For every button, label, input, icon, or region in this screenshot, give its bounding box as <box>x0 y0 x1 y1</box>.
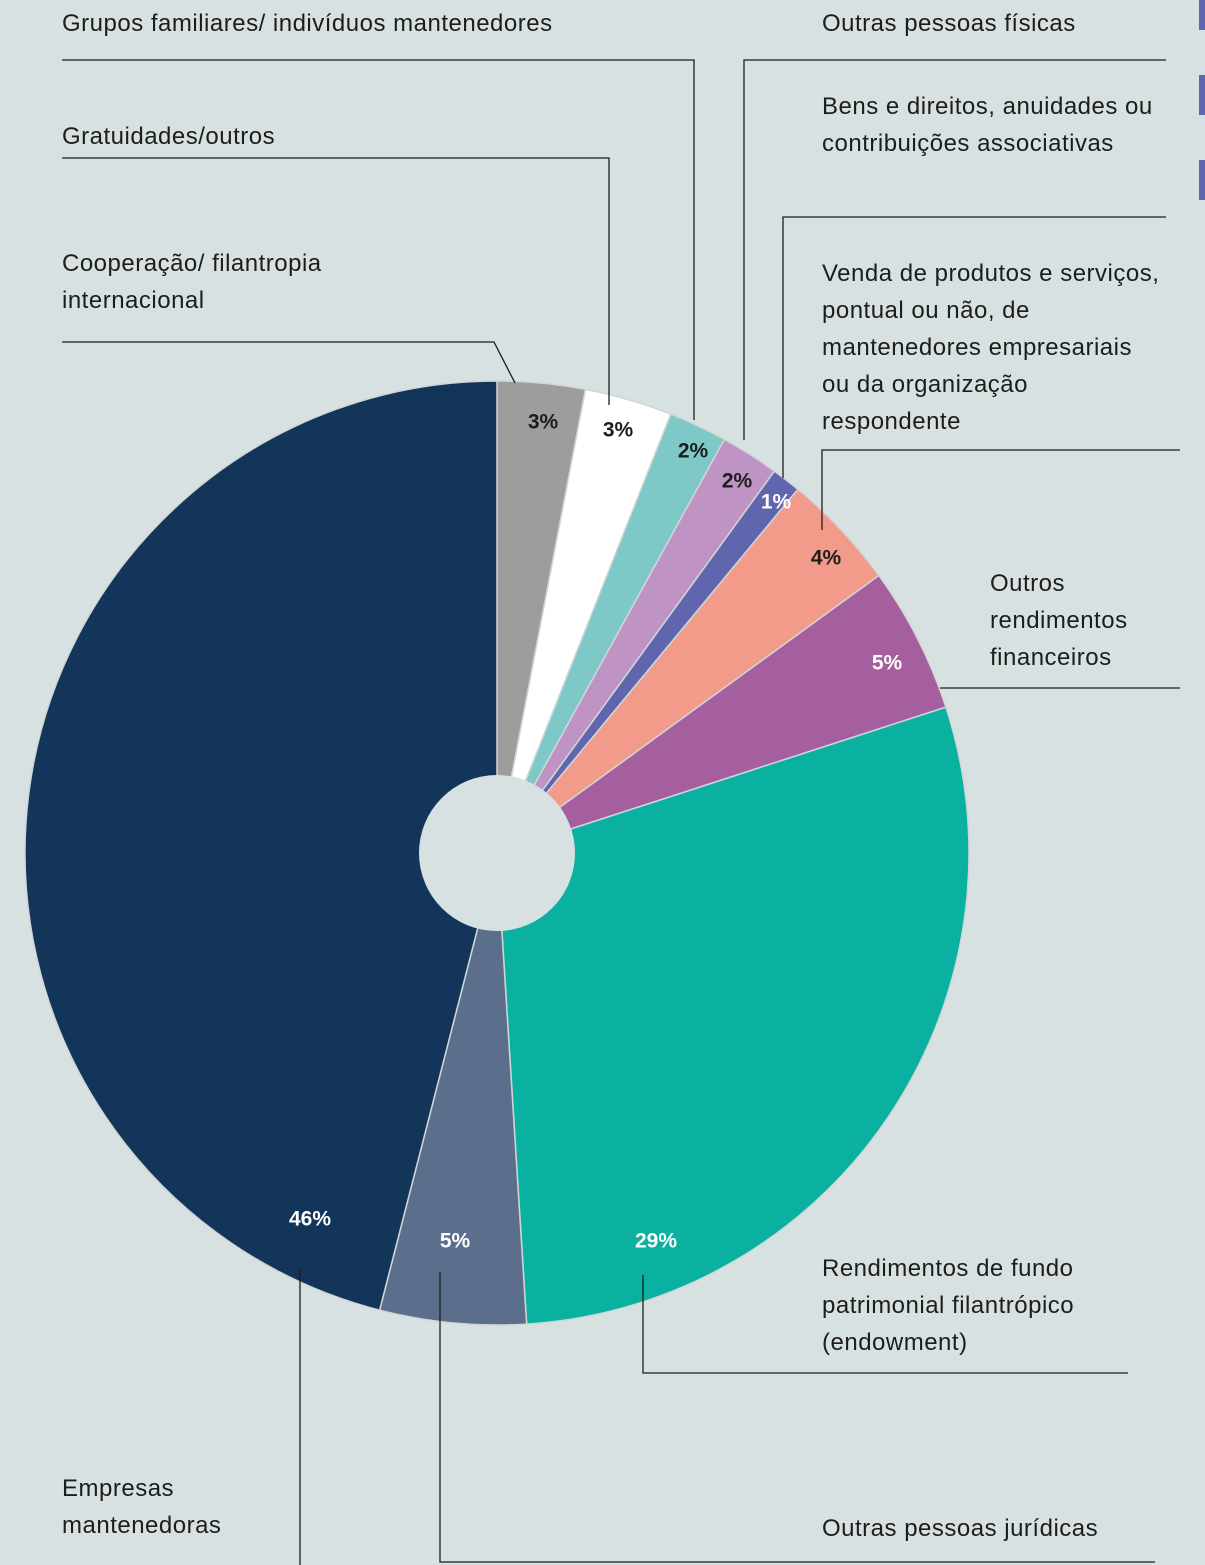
pie-slice <box>24 380 498 1312</box>
leader-line <box>62 157 610 405</box>
value-label: 46% <box>289 1208 331 1231</box>
leader-line <box>439 1272 1155 1563</box>
category-label: Venda de produtos e serviços, pontual ou… <box>822 260 1160 435</box>
leader-line <box>62 59 695 420</box>
category-label: Rendimentos de fundo patrimonial filantr… <box>822 1255 1075 1356</box>
edge-tab <box>1199 75 1205 115</box>
pie-slice <box>378 852 528 1326</box>
leader-line <box>782 216 1166 478</box>
category-label: Bens e direitos, anuidades ou contribuiç… <box>822 93 1153 157</box>
value-label: 3% <box>528 411 559 434</box>
category-label: Cooperação/ filantropia internacional <box>62 250 322 314</box>
value-label: 29% <box>635 1230 677 1253</box>
category-label: Outros rendimentos financeiros <box>990 570 1128 671</box>
value-label: 3% <box>603 419 634 442</box>
leader-line <box>62 341 516 384</box>
value-label: 2% <box>722 470 753 493</box>
category-label: Gratuidades/outros <box>62 123 276 150</box>
value-label: 5% <box>440 1230 471 1253</box>
value-label: 4% <box>811 547 842 570</box>
edge-tab <box>1199 0 1205 30</box>
donut-hole <box>419 775 575 931</box>
value-label: 5% <box>872 652 903 675</box>
edge-tab <box>1199 160 1205 200</box>
category-label: Outras pessoas jurídicas <box>822 1515 1099 1542</box>
leader-line <box>821 449 1180 530</box>
leader-line <box>743 59 1166 440</box>
category-label: Empresas mantenedoras <box>62 1475 222 1539</box>
pie-slice <box>496 574 947 854</box>
value-label: 1% <box>761 491 792 514</box>
category-label: Grupos familiares/ indivíduos mantenedor… <box>62 10 553 37</box>
value-label: 2% <box>678 440 709 463</box>
leader-line <box>642 1275 1128 1374</box>
category-label: Outras pessoas físicas <box>822 10 1076 37</box>
